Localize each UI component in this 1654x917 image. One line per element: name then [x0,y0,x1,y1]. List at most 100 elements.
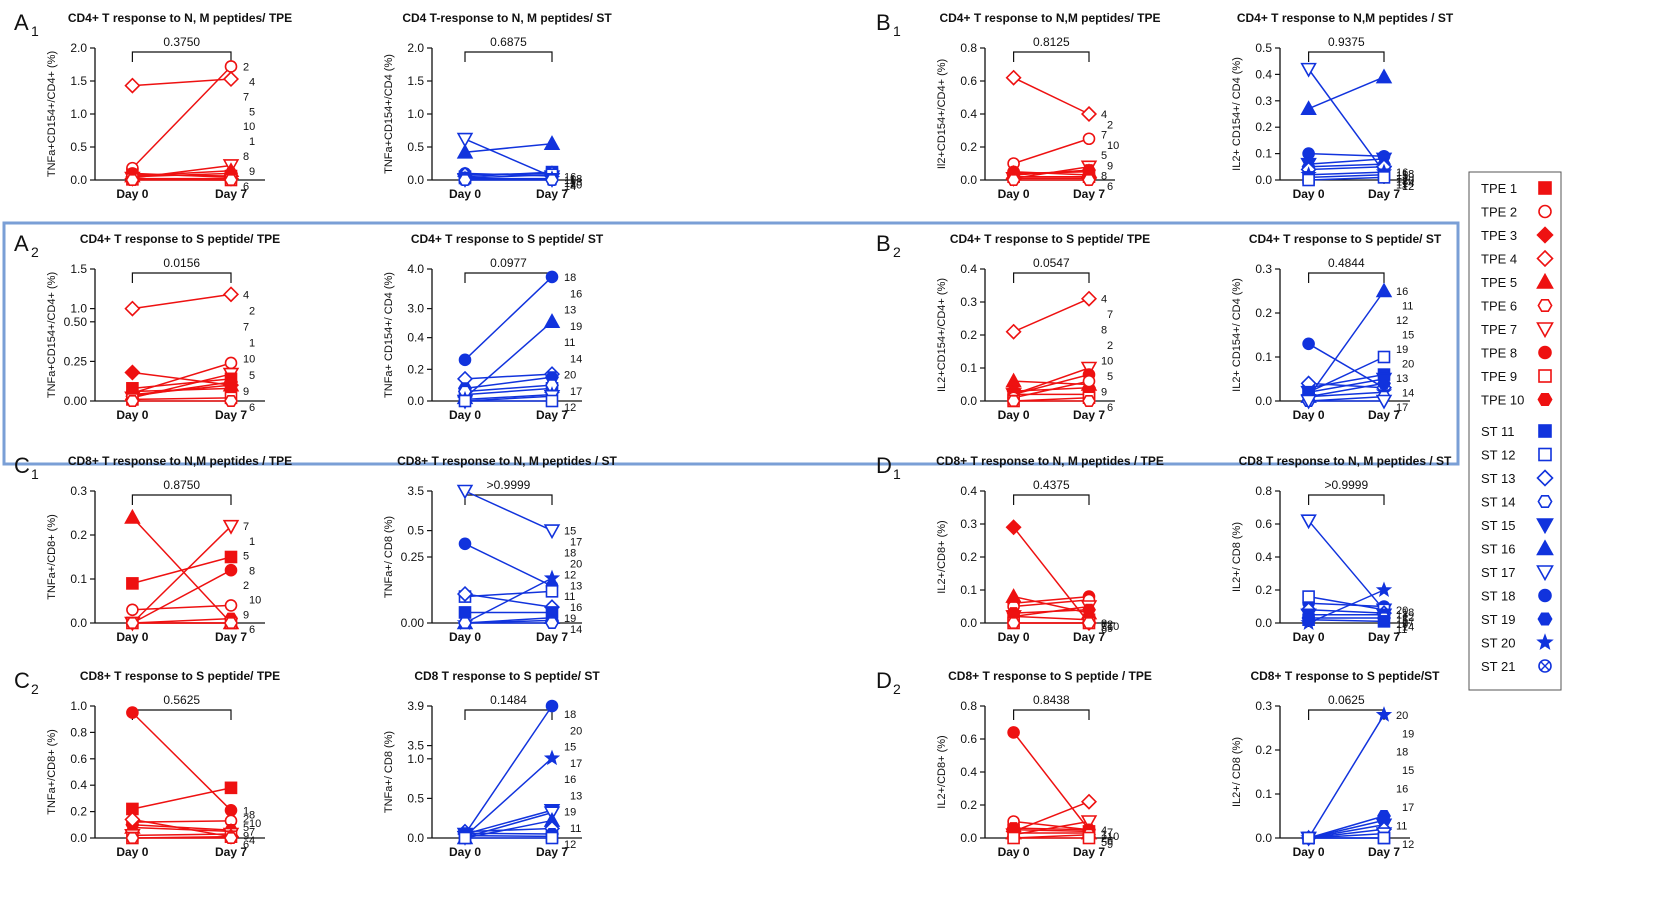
point-label: 11 [564,591,575,603]
series-line-2 [131,65,232,169]
x-tick-label: Day 0 [116,630,148,644]
y-tick-label: 0.2 [70,805,87,819]
y-tick-label: 0.3 [1255,262,1272,276]
series-line-12 [1308,176,1385,181]
point-day0-18 [458,353,472,367]
point-label: 14 [564,181,576,193]
point-day0-6 [125,394,140,408]
y-tick-label: 0.6 [1255,517,1272,531]
p-value: 0.0625 [1328,693,1365,707]
significance-bracket [131,272,232,283]
series-line-18 [1308,602,1385,608]
y-tick-label: 2.0 [407,41,424,55]
panel-label: C [14,668,30,693]
point-label: 5 [249,106,255,118]
y-tick-label: 0.0 [1255,831,1272,845]
x-tick-label: Day 7 [1073,187,1105,201]
chart-title: CD4+ T response to S peptide/ ST [411,232,604,246]
point-day7-14 [545,174,559,186]
y-tick-label: 1.0 [407,752,424,766]
series-line-8 [1013,595,1090,604]
y-tick-label: 0.6 [960,732,977,746]
point-label: 7 [1107,309,1113,321]
series-line-17 [464,490,553,532]
point-label: 6 [243,839,249,851]
point-label: 20 [570,725,582,737]
series-line-2 [1013,138,1090,165]
point-label: 12 [1396,315,1408,327]
y-tick-label: 0.3 [70,484,87,498]
legend-marker-diamond [1536,249,1554,268]
point-day0-12 [1302,173,1315,187]
point-label: 13 [564,305,576,317]
chart-title: CD4+ T response to S peptide/ ST [1249,232,1442,246]
series-line-17 [464,395,553,402]
point-label: 5 [1107,371,1113,383]
panel-sublabel: 1 [31,466,39,482]
point-day0-11 [1302,613,1315,627]
point-day7-17 [1375,394,1393,410]
legend-label: TPE 3 [1481,228,1517,243]
panel-label: B [876,10,891,35]
y-tick-label: 0.5 [1255,41,1272,55]
point-label: 11 [570,823,581,835]
panel-label: B [876,231,891,256]
x-tick-label: Day 0 [449,630,481,644]
series-line-5 [132,826,232,833]
series-line-17 [1307,68,1385,173]
y-tick-label: 0.3 [960,517,977,531]
point-label: 18 [570,173,582,185]
series-line-8 [1013,731,1090,831]
y-tick-label: 0.2 [1255,120,1272,134]
point-day0-17 [1300,394,1317,410]
series-line-14 [464,384,553,393]
y-tick-label: 1.0 [70,302,87,316]
y-tick-label: 0.6 [70,752,87,766]
series-line-16 [464,142,553,154]
point-label: 6 [1101,624,1107,636]
y-tick-label: 0.2 [960,550,977,564]
series-line-19 [1308,382,1385,398]
p-value: 0.8125 [1033,35,1070,49]
series-line-11 [1308,618,1385,623]
legend-label: ST 11 [1481,424,1514,439]
series-line-11 [1308,373,1385,389]
point-label: 6 [243,181,249,193]
series-line-1 [132,556,232,585]
y-axis-label: TNFa+CD154+/CD4 (%) [383,54,395,174]
series-line-11 [464,387,553,396]
point-day0-6 [125,174,140,186]
point-day7-4 [1080,793,1098,810]
point-label: 14 [1402,178,1414,190]
point-label: 16 [570,288,582,300]
series-line-15 [1308,378,1385,393]
panel-sublabel: 2 [893,244,901,260]
y-tick-label: 0.2 [960,328,977,342]
legend-marker-diamond [1536,469,1554,487]
point-day7-9 [1082,831,1096,845]
y-tick-label: 0.0 [960,831,977,845]
point-label: 14 [1402,388,1414,400]
significance-bracket [464,51,553,62]
point-label: 1 [249,136,255,148]
y-tick-label: 0.2 [407,362,424,376]
y-tick-label: 4.0 [407,262,424,276]
y-tick-label: 0.1 [1255,147,1272,161]
point-label: 19 [1396,344,1408,356]
point-label: 4 [249,76,255,88]
point-day0-14 [457,616,473,630]
chart-title: CD4+ T response to N,M peptides/ TPE [939,11,1160,25]
chart-C1-right: CD8+ T response to N, M peptides / ST 0.0… [383,454,618,644]
y-tick-label: 0.5 [70,140,87,154]
x-tick-label: Day 7 [1368,630,1400,644]
y-tick-label: 0.0 [70,616,87,630]
p-value: 0.8750 [163,478,200,492]
point-label: 9 [1107,839,1113,851]
x-tick-label: Day 7 [536,630,568,644]
point-label: 8 [1101,325,1107,337]
y-axis-label: IL2+ CD154+/ CD4 (%) [1231,57,1243,171]
point-label: 12 [1402,612,1414,624]
legend-label: ST 17 [1481,565,1515,580]
chart-title: CD8+ T response to N, M peptides / ST [397,454,617,468]
legend-label: ST 21 [1481,659,1515,674]
